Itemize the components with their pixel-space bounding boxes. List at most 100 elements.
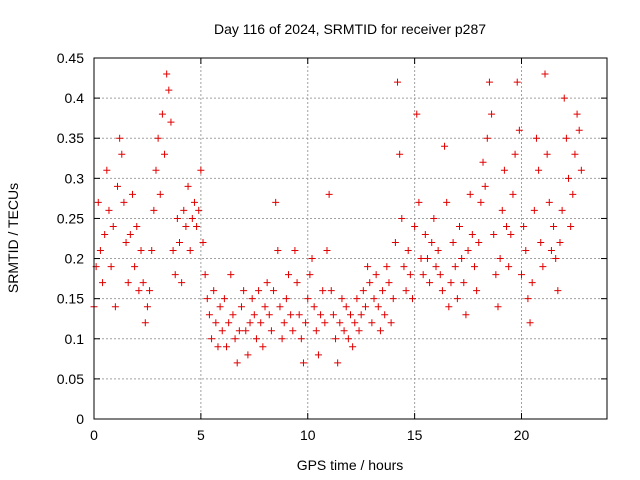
data-point (400, 263, 408, 271)
data-point (128, 190, 136, 198)
data-point (148, 247, 156, 255)
data-point (567, 222, 575, 230)
data-point (137, 247, 145, 255)
data-point (565, 174, 573, 182)
y-axis-ticks: 0 0.05 0.1 0.15 0.2 0.25 0.3 0.35 0.4 0.45 (57, 50, 607, 427)
data-point (441, 142, 449, 150)
data-point (246, 319, 254, 327)
data-point (233, 359, 241, 367)
data-point (406, 271, 414, 279)
data-point (240, 287, 248, 295)
data-point (485, 78, 493, 86)
data-point (291, 247, 299, 255)
data-point (505, 263, 513, 271)
data-point (152, 166, 160, 174)
data-point (334, 359, 342, 367)
data-point (220, 295, 228, 303)
data-point (203, 295, 211, 303)
data-point (182, 222, 190, 230)
data-point (488, 110, 496, 118)
data-point (171, 271, 179, 279)
data-point (394, 78, 402, 86)
data-point (293, 279, 301, 287)
data-point (554, 287, 562, 295)
data-point (344, 335, 352, 343)
data-point (244, 351, 252, 359)
data-point (248, 295, 256, 303)
data-point (351, 319, 359, 327)
data-point (347, 311, 354, 319)
data-point (111, 303, 119, 311)
data-point (321, 319, 329, 327)
data-point (402, 287, 410, 295)
data-point (308, 255, 316, 263)
data-point (426, 279, 434, 287)
data-point (237, 303, 245, 311)
data-point (562, 134, 570, 142)
data-point (475, 239, 483, 247)
data-point (509, 190, 517, 198)
data-point (103, 166, 111, 174)
x-tick-label: 15 (407, 427, 423, 443)
data-point (167, 118, 175, 126)
data-point (306, 271, 314, 279)
data-point (447, 279, 455, 287)
data-point (513, 78, 521, 86)
data-point (205, 311, 213, 319)
data-point (423, 255, 431, 263)
data-point (197, 166, 205, 174)
data-point (327, 287, 335, 295)
data-point (430, 214, 438, 222)
chart-title: Day 116 of 2024, SRMTID for receiver p28… (214, 21, 486, 37)
data-point (259, 343, 267, 351)
data-point (483, 134, 491, 142)
data-point (255, 287, 263, 295)
data-point (383, 263, 391, 271)
data-point (158, 110, 166, 118)
data-point (199, 239, 207, 247)
data-point (466, 190, 474, 198)
data-point (252, 335, 260, 343)
data-point (539, 263, 547, 271)
data-point (297, 335, 305, 343)
data-point (411, 222, 419, 230)
data-point (287, 311, 295, 319)
data-point (310, 303, 318, 311)
data-point (389, 295, 397, 303)
data-point (479, 158, 487, 166)
data-point (154, 134, 162, 142)
data-point (353, 295, 361, 303)
data-point (498, 206, 506, 214)
data-point (223, 343, 231, 351)
data-point (569, 190, 577, 198)
data-point (314, 351, 322, 359)
data-point (368, 319, 376, 327)
data-point (528, 279, 536, 287)
data-point (176, 239, 183, 247)
data-point (225, 319, 233, 327)
data-point (216, 303, 224, 311)
data-point (481, 182, 489, 190)
data-point (415, 198, 423, 206)
y-tick-label: 0.2 (65, 251, 85, 267)
data-point (107, 263, 115, 271)
data-point (210, 287, 218, 295)
data-point (218, 327, 226, 335)
data-point (156, 190, 164, 198)
data-point (99, 279, 107, 287)
data-point (577, 166, 585, 174)
data-point (302, 319, 310, 327)
data-point (470, 263, 478, 271)
data-point (212, 319, 220, 327)
data-point (122, 239, 130, 247)
data-points (90, 70, 585, 367)
data-point (432, 263, 440, 271)
data-point (398, 214, 406, 222)
data-point (94, 198, 102, 206)
data-point (372, 271, 380, 279)
data-point (541, 70, 549, 78)
data-point (178, 279, 186, 287)
data-point (515, 126, 523, 134)
data-point (184, 182, 192, 190)
data-point (267, 327, 275, 335)
